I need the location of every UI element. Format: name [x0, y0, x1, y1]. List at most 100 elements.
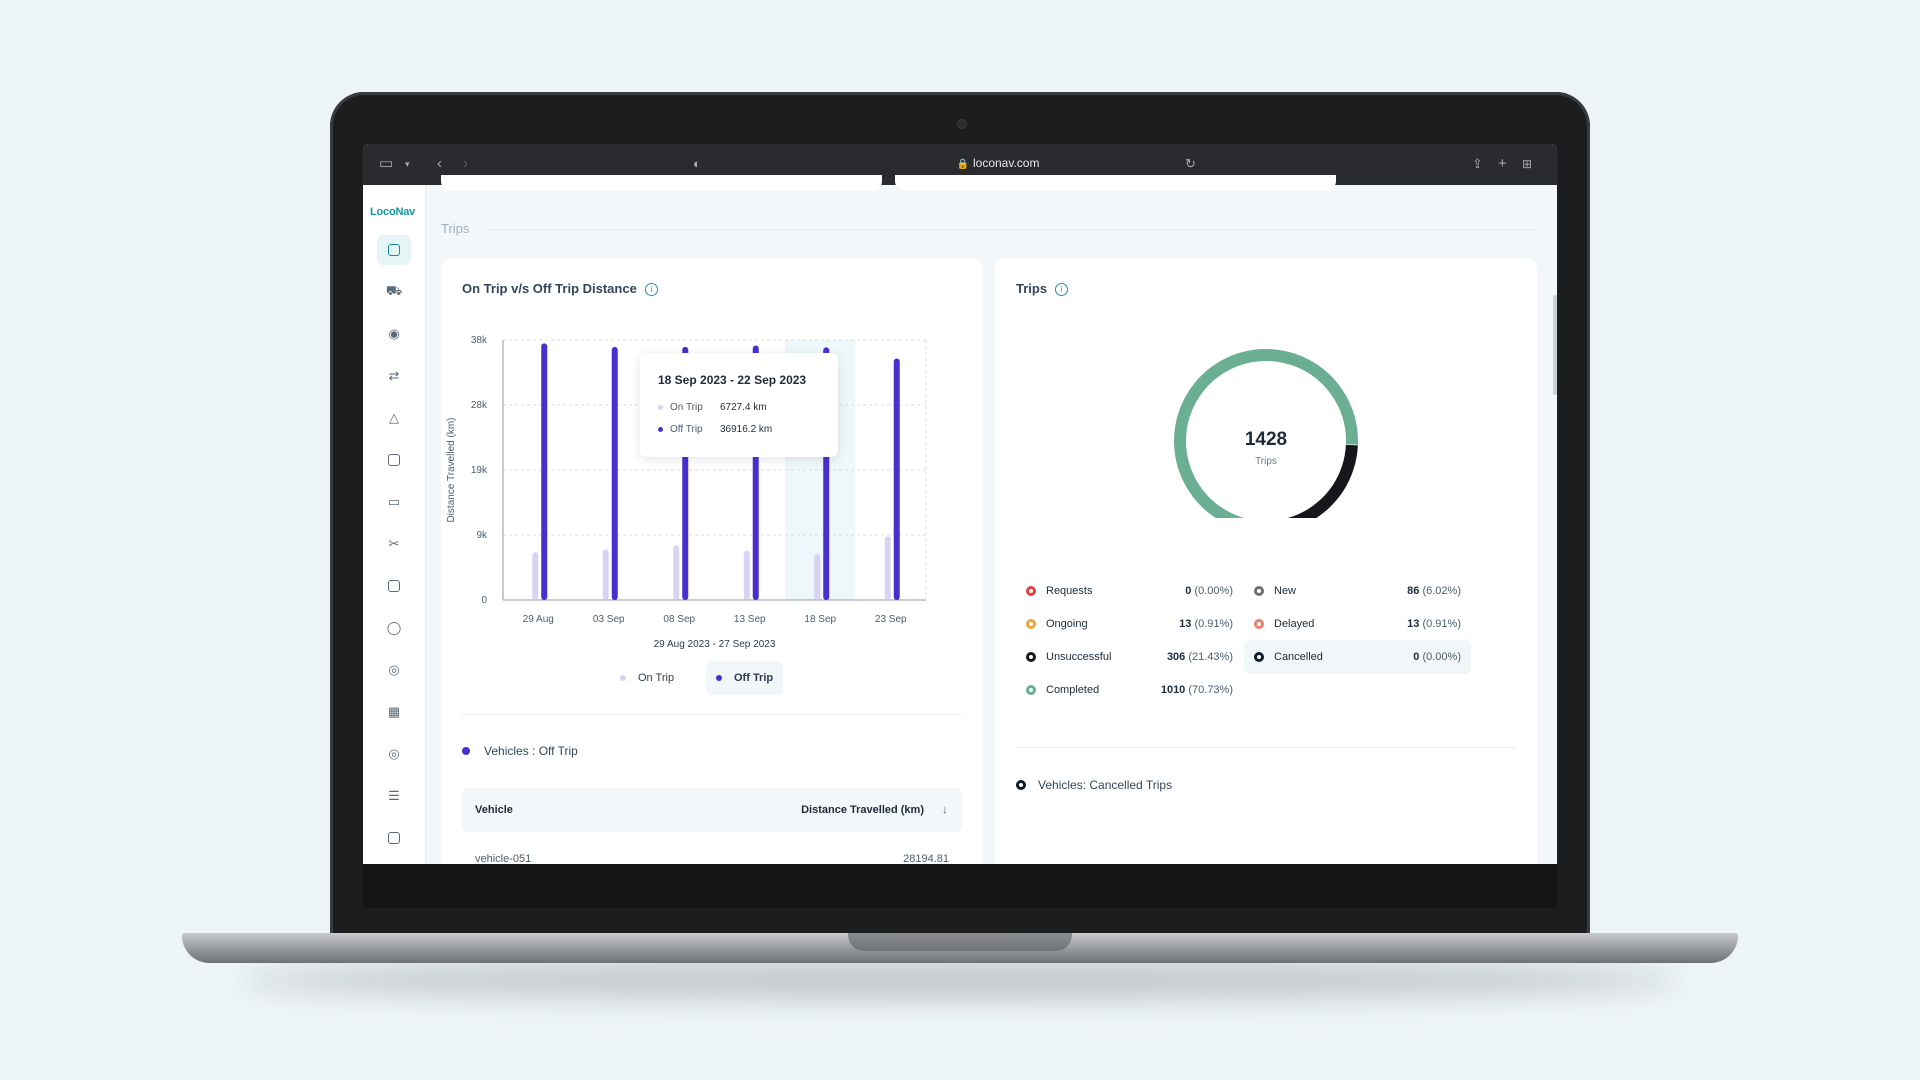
donut-segment-completed[interactable]: [1158, 333, 1375, 518]
nav-card-icon[interactable]: ▭: [387, 494, 401, 509]
status-count: 1010: [1160, 684, 1189, 696]
info-icon[interactable]: i: [1055, 283, 1069, 296]
distance-card: On Trip v/s Off Trip Distance i 0 9k 19k 28k…: [441, 258, 983, 864]
bar-on-trip[interactable]: [673, 545, 680, 600]
forward-icon[interactable]: ›: [463, 155, 468, 172]
table-row[interactable]: vehicle-051 28194.81: [462, 843, 962, 864]
status-value: 306 (21.43%): [1167, 651, 1233, 663]
status-value: 13 (0.91%): [1179, 618, 1233, 630]
status-percent: (0.00%): [1422, 651, 1461, 663]
x-axis-label: 29 Aug 2023 - 27 Sep 2023: [654, 639, 776, 650]
x-tick-label: 29 Aug: [523, 614, 554, 625]
laptop-notch: [848, 933, 1072, 951]
tooltip-value: 36916.2 km: [720, 424, 773, 435]
tab-overview-icon[interactable]: ⊞: [1522, 157, 1533, 171]
scrollbar[interactable]: [1553, 295, 1557, 395]
bar-on-trip[interactable]: [743, 550, 750, 600]
share-icon[interactable]: ⇪: [1472, 156, 1483, 171]
status-value: 0 (0.00%): [1413, 651, 1461, 663]
status-value: 1010 (70.73%): [1161, 684, 1233, 696]
address-bar[interactable]: 🔒 loconav.com: [923, 156, 1073, 170]
sort-arrow-icon[interactable]: ↓: [942, 802, 948, 816]
status-count: 0: [1185, 585, 1195, 597]
card-stub: [441, 175, 882, 191]
status-value: 0 (0.00%): [1185, 585, 1233, 597]
nav-alert-icon[interactable]: △: [389, 410, 399, 425]
nav-clipboard-icon[interactable]: [377, 571, 411, 601]
legend-dot: [620, 675, 626, 681]
status-new[interactable]: New 86 (6.02%): [1244, 574, 1471, 608]
status-count: 306: [1166, 651, 1189, 663]
nav-truck-icon[interactable]: ⛟: [385, 283, 403, 298]
y-tick-label: 19k: [471, 465, 488, 476]
bar-on-trip[interactable]: [814, 553, 821, 600]
column-header-distance[interactable]: Distance Travelled (km): [801, 804, 924, 816]
nav-dashboard-icon[interactable]: [377, 235, 411, 265]
bar-off-trip[interactable]: [893, 358, 900, 600]
x-tick-label: 08 Sep: [663, 614, 695, 625]
status-dot: [1026, 586, 1036, 596]
status-dot: [1254, 652, 1264, 662]
status-dot: [1026, 619, 1036, 629]
screen: ▭ ▾ ‹ › ◐ 🔒 loconav.com ↻ ⇪ + ⊞ LocoNav ⛟…: [363, 144, 1557, 864]
nav-route-icon[interactable]: ⇄: [388, 368, 400, 383]
nav-tools-icon[interactable]: ✂: [388, 536, 400, 551]
legend-on-trip[interactable]: On Trip: [610, 661, 684, 695]
card-divider: [462, 714, 962, 715]
status-unsuccessful[interactable]: Unsuccessful 306 (21.43%): [1016, 640, 1243, 674]
trips-card-title: Trips i: [1016, 281, 1069, 296]
status-percent: (0.91%): [1194, 618, 1233, 630]
status-requests[interactable]: Requests 0 (0.00%): [1016, 574, 1243, 608]
status-percent: (6.02%): [1422, 585, 1461, 597]
sidebar-toggle-icon[interactable]: ▭: [379, 155, 394, 172]
new-tab-icon[interactable]: +: [1498, 155, 1507, 172]
nav-calendar-icon[interactable]: ▦: [387, 704, 401, 719]
logo: LocoNav: [370, 206, 416, 218]
laptop-bezel: [363, 864, 1557, 908]
app: LocoNav ⛟ ◉ ⇄ △ ▭ ✂ ◯ ◎ ▦ ◎ ☰ Trips On T: [363, 175, 1557, 864]
tooltip-row-off-trip: Off Trip 36916.2 km: [658, 424, 772, 435]
status-ongoing[interactable]: Ongoing 13 (0.91%): [1016, 607, 1243, 641]
nav-settings-icon[interactable]: [377, 823, 411, 853]
status-count: 13: [1179, 618, 1195, 630]
y-tick-label: 9k: [476, 530, 488, 541]
status-count: 13: [1407, 618, 1423, 630]
status-delayed[interactable]: Delayed 13 (0.91%): [1244, 607, 1471, 641]
nav-server-icon[interactable]: ☰: [388, 788, 400, 803]
status-dot: [1026, 652, 1036, 662]
trips-card-title-text: Trips: [1016, 281, 1048, 296]
info-icon[interactable]: i: [644, 283, 658, 296]
back-icon[interactable]: ‹: [437, 155, 442, 172]
vehicles-table-header: Vehicle Distance Travelled (km) ↓: [462, 788, 962, 832]
tooltip-label: On Trip: [670, 402, 703, 413]
column-header-vehicle[interactable]: Vehicle: [475, 804, 513, 816]
bar-on-trip[interactable]: [602, 549, 609, 600]
donut-segment-unsuccessful[interactable]: [1158, 333, 1375, 518]
legend-label: On Trip: [638, 672, 675, 684]
chevron-down-icon[interactable]: ▾: [405, 159, 410, 169]
bar-on-trip[interactable]: [532, 552, 539, 600]
nav-target-icon[interactable]: ◎: [388, 746, 400, 761]
bar-off-trip[interactable]: [541, 343, 548, 600]
nav-document-icon[interactable]: [377, 445, 411, 475]
nav-user-icon[interactable]: ◯: [386, 620, 402, 635]
status-label: Requests: [1046, 585, 1093, 597]
bar-off-trip[interactable]: [611, 346, 618, 600]
status-label: Delayed: [1274, 618, 1315, 630]
reload-icon[interactable]: ↻: [1185, 156, 1196, 171]
donut-total-value: 1428: [1244, 429, 1288, 450]
bar-on-trip[interactable]: [884, 536, 891, 600]
nav-globe-icon[interactable]: ◉: [388, 326, 400, 341]
tooltip-value: 6727.4 km: [720, 402, 767, 413]
status-completed[interactable]: Completed 1010 (70.73%): [1016, 673, 1243, 707]
status-cancelled[interactable]: Cancelled 0 (0.00%): [1244, 640, 1471, 674]
y-tick-label: 38k: [471, 335, 488, 346]
camera: [957, 119, 967, 129]
legend-dot: [462, 747, 470, 755]
table-cell-vehicle: vehicle-051: [475, 853, 532, 864]
nav-driver-icon[interactable]: ◎: [388, 662, 400, 677]
status-dot: [1254, 619, 1264, 629]
status-label: Cancelled: [1274, 651, 1323, 663]
shield-icon[interactable]: ◐: [693, 156, 701, 171]
legend-off-trip[interactable]: Off Trip: [706, 661, 784, 695]
